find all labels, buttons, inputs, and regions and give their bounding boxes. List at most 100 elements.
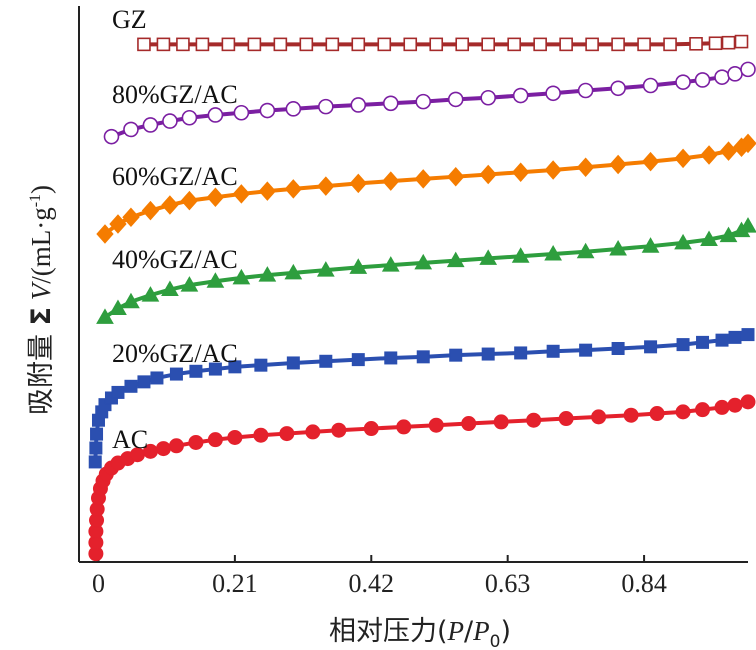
data-point — [700, 145, 718, 165]
data-point — [232, 184, 251, 204]
data-point — [545, 85, 561, 102]
data-point — [694, 72, 711, 88]
data-point — [349, 173, 367, 194]
data-point — [727, 397, 743, 413]
data-point — [512, 87, 529, 104]
data-point — [137, 375, 151, 389]
data-point — [403, 37, 418, 52]
data-point — [363, 421, 379, 437]
x-tick-label: 0.84 — [621, 569, 667, 598]
data-point — [89, 441, 103, 455]
data-point — [740, 61, 756, 78]
data-point — [168, 438, 184, 454]
data-point — [461, 416, 477, 432]
data-point — [90, 427, 104, 441]
data-point — [180, 276, 199, 292]
data-point — [544, 160, 562, 180]
data-point — [381, 256, 400, 272]
data-point — [533, 37, 547, 52]
data-point — [674, 233, 692, 250]
series-0 — [137, 34, 749, 52]
y-axis-title: 吸附量 Σ V/(mL·g-1) — [26, 185, 57, 415]
data-point — [446, 251, 465, 268]
plot-frame — [78, 6, 748, 563]
data-point — [663, 37, 677, 52]
data-point — [544, 244, 563, 261]
data-point — [396, 419, 412, 435]
data-point — [161, 280, 179, 297]
data-point — [609, 154, 627, 175]
data-point — [623, 407, 639, 423]
data-point — [109, 299, 127, 315]
data-point — [641, 151, 660, 172]
data-point — [610, 80, 626, 97]
data-point — [349, 258, 368, 274]
data-point — [526, 412, 542, 428]
data-point — [675, 74, 691, 90]
series-3 — [96, 217, 756, 324]
data-point — [714, 69, 730, 85]
data-point — [123, 121, 139, 138]
data-point — [579, 343, 593, 357]
data-point — [558, 411, 574, 427]
data-point — [103, 128, 120, 145]
data-point — [546, 344, 560, 358]
data-point — [96, 224, 114, 244]
data-point — [585, 37, 599, 52]
data-point — [247, 37, 262, 52]
data-point — [284, 263, 303, 280]
data-point — [254, 358, 268, 372]
data-point — [124, 379, 138, 393]
data-point — [258, 181, 277, 201]
data-point — [273, 37, 288, 52]
data-point — [507, 37, 521, 52]
data-point — [206, 272, 225, 288]
data-point — [111, 385, 125, 399]
data-point — [455, 37, 470, 52]
series-4 — [88, 328, 755, 469]
data-point — [609, 239, 627, 256]
data-point — [481, 347, 495, 361]
data-point — [299, 37, 314, 52]
data-point — [721, 35, 736, 50]
data-point — [207, 107, 224, 123]
data-point — [559, 37, 573, 52]
data-point — [675, 404, 691, 420]
data-point — [150, 371, 164, 385]
data-point — [644, 340, 658, 354]
series-layer — [88, 34, 756, 562]
data-point — [719, 141, 738, 161]
data-point — [232, 268, 251, 285]
data-point — [188, 434, 204, 450]
series-label: 40%GZ/AC — [112, 245, 238, 274]
data-point — [318, 98, 334, 115]
x-tick-label: 0 — [92, 569, 105, 598]
data-point — [189, 364, 203, 378]
data-point — [695, 402, 711, 418]
data-point — [689, 37, 703, 51]
data-point — [279, 426, 295, 442]
data-point — [382, 171, 400, 191]
data-point — [415, 93, 432, 110]
data-point — [382, 95, 399, 112]
data-point — [480, 89, 496, 106]
data-point — [511, 247, 530, 263]
data-point — [317, 176, 335, 196]
data-point — [350, 97, 367, 113]
data-point — [447, 166, 465, 187]
data-point — [351, 37, 366, 52]
data-point — [696, 335, 710, 349]
series-1 — [103, 61, 756, 145]
data-point — [155, 441, 171, 457]
data-point — [162, 113, 178, 129]
data-point — [674, 148, 692, 169]
data-point — [591, 409, 607, 425]
series-label: GZ — [112, 5, 147, 34]
data-point — [429, 37, 444, 52]
x-tick-label: 0.21 — [212, 569, 258, 598]
data-point — [161, 195, 179, 215]
data-point — [285, 101, 302, 117]
data-point — [708, 36, 723, 51]
data-point — [206, 187, 225, 208]
